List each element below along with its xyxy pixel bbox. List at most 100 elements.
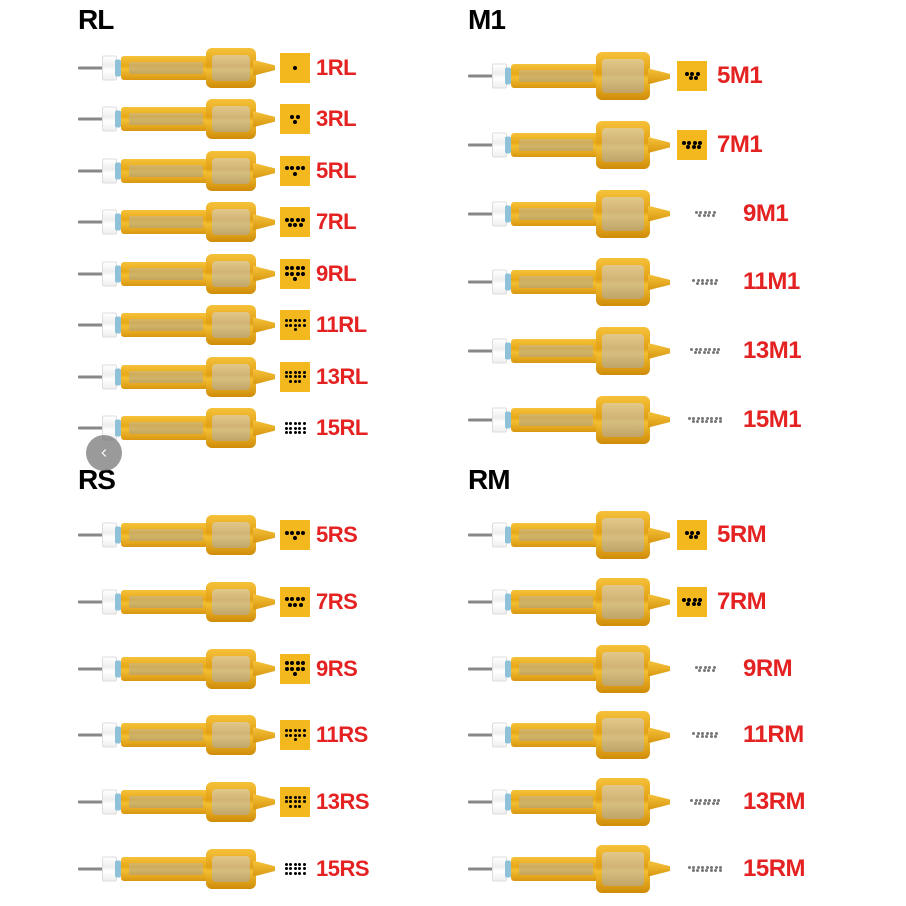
needle-row: 15RM (468, 838, 838, 900)
needle-row: 5M1 (468, 45, 838, 107)
needle-row: 5RM (468, 504, 838, 566)
needle-row: 5RS (78, 511, 448, 559)
needle-row: 11RM (468, 704, 838, 766)
needle-row: 7RM (468, 571, 838, 633)
needle-row: 13RS (78, 778, 448, 826)
cartridge-graphic (468, 396, 673, 444)
section-m1: M1 5M1 7M1 9M1 11M1 13M1 15M1 (468, 4, 838, 454)
section-rl: RL 1RL 3RL 5RL 7RL 9RL 11RL 13RL 15RL (78, 4, 448, 454)
needle-label: 9RM (743, 655, 792, 683)
cartridge-graphic (78, 649, 276, 689)
needle-label: 9RL (316, 261, 356, 287)
pattern-swatch (280, 854, 310, 884)
section-title: M1 (468, 4, 838, 36)
pattern-swatch (280, 362, 310, 392)
cartridge-graphic (468, 190, 673, 238)
cartridge-graphic (468, 511, 673, 559)
pattern-swatch (677, 266, 733, 298)
pattern-swatch (280, 413, 310, 443)
needle-label: 1RL (316, 55, 356, 81)
needle-row: 3RL (78, 95, 448, 143)
needle-label: 9RS (316, 656, 357, 682)
section-rs: RS 5RS 7RS 9RS 11RS 13RS 15RS (78, 464, 448, 902)
pattern-swatch (280, 207, 310, 237)
cartridge-graphic (78, 48, 276, 88)
cartridge-graphic (78, 582, 276, 622)
needle-label: 15RL (316, 415, 368, 441)
needle-label: 13RS (316, 789, 369, 815)
needle-row: 13M1 (468, 320, 838, 382)
cartridge-graphic (78, 99, 276, 139)
pattern-swatch (280, 53, 310, 83)
pattern-swatch (280, 104, 310, 134)
needle-label: 11RM (743, 721, 804, 749)
needle-row: 9M1 (468, 183, 838, 245)
needle-row: 7RS (78, 578, 448, 626)
needle-label: 13RL (316, 364, 368, 390)
section-title: RL (78, 4, 448, 36)
pattern-swatch (677, 404, 733, 436)
section-title: RM (468, 464, 838, 496)
pattern-swatch (677, 786, 733, 818)
needle-label: 15RS (316, 856, 369, 882)
cartridge-graphic (468, 52, 673, 100)
cartridge-graphic (78, 151, 276, 191)
pattern-swatch (677, 130, 707, 160)
pattern-swatch (677, 653, 733, 685)
needle-label: 3RL (316, 106, 356, 132)
pattern-swatch (280, 156, 310, 186)
needle-label: 15M1 (743, 406, 801, 434)
cartridge-graphic (468, 121, 673, 169)
needle-label: 9M1 (743, 200, 788, 228)
needle-row: 13RM (468, 771, 838, 833)
needle-row: 1RL (78, 44, 448, 92)
needle-label: 5M1 (717, 62, 762, 90)
cartridge-graphic (78, 254, 276, 294)
needle-label: 11RS (316, 722, 368, 748)
pattern-swatch (280, 654, 310, 684)
needle-label: 7RL (316, 209, 356, 235)
needle-row: 11RL (78, 301, 448, 349)
needle-row: 11M1 (468, 251, 838, 313)
needle-row: 9RL (78, 250, 448, 298)
cartridge-graphic (78, 515, 276, 555)
needle-label: 11M1 (743, 268, 800, 296)
needle-label: 7RS (316, 589, 357, 615)
needle-label: 7M1 (717, 131, 762, 159)
cartridge-graphic (468, 645, 673, 693)
cartridge-graphic (78, 202, 276, 242)
needle-label: 15RM (743, 855, 805, 883)
needle-row: 15RS (78, 845, 448, 893)
pattern-swatch (280, 520, 310, 550)
prev-button[interactable] (86, 435, 122, 471)
needle-row: 9RS (78, 645, 448, 693)
cartridge-graphic (78, 782, 276, 822)
pattern-swatch (280, 310, 310, 340)
needle-label: 11RL (316, 312, 367, 338)
cartridge-graphic (468, 578, 673, 626)
cartridge-graphic (468, 327, 673, 375)
needle-label: 13RM (743, 788, 805, 816)
cartridge-graphic (78, 849, 276, 889)
needle-row: 5RL (78, 147, 448, 195)
needle-label: 5RM (717, 521, 766, 549)
pattern-swatch (677, 719, 733, 751)
pattern-swatch (280, 259, 310, 289)
pattern-swatch (677, 520, 707, 550)
pattern-swatch (677, 853, 733, 885)
cartridge-graphic (468, 711, 673, 759)
pattern-swatch (677, 61, 707, 91)
needle-row: 7RL (78, 198, 448, 246)
pattern-swatch (280, 720, 310, 750)
section-title: RS (78, 464, 448, 496)
pattern-swatch (677, 198, 733, 230)
cartridge-graphic (78, 357, 276, 397)
needle-row: 11RS (78, 711, 448, 759)
cartridge-graphic (78, 715, 276, 755)
chevron-left-icon (97, 446, 111, 460)
cartridge-graphic (78, 305, 276, 345)
needle-label: 7RM (717, 588, 766, 616)
needle-label: 13M1 (743, 337, 801, 365)
pattern-swatch (677, 335, 733, 367)
needle-row: 7M1 (468, 114, 838, 176)
